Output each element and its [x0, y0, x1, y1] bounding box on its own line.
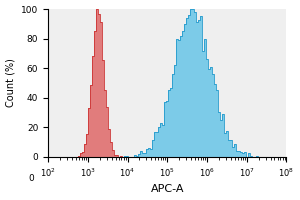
Y-axis label: Count (%): Count (%): [6, 58, 16, 107]
Text: 0: 0: [28, 174, 34, 183]
X-axis label: APC-A: APC-A: [151, 184, 184, 194]
